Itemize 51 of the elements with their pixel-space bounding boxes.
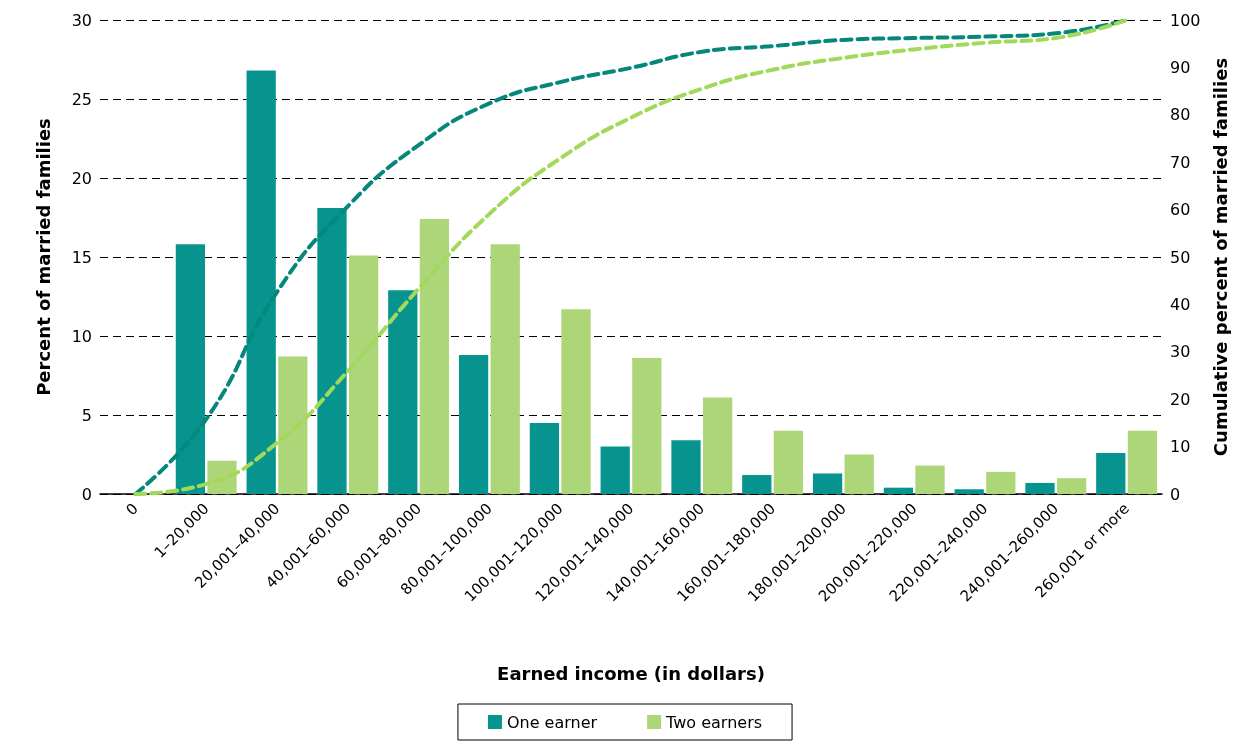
bar	[844, 454, 874, 494]
bar	[600, 446, 630, 494]
bar	[1127, 430, 1158, 494]
legend-label: Two earners	[665, 712, 763, 732]
bar	[1056, 478, 1087, 494]
y2-tick-label: 10	[1170, 437, 1191, 457]
bar	[317, 208, 347, 494]
y2-axis-title: Cumulative percent of married families	[1209, 57, 1231, 457]
y2-tick-label: 30	[1170, 342, 1191, 362]
y-tick-label: 5	[81, 405, 92, 425]
bar	[278, 356, 308, 494]
x-tick-label: 0	[122, 499, 142, 520]
bar	[671, 440, 701, 494]
y2-tick-label: 90	[1170, 57, 1191, 77]
y2-tick-label: 50	[1170, 247, 1191, 267]
y-tick-label: 0	[81, 484, 92, 504]
bar	[561, 309, 591, 494]
x-axis-title: Earned income (in dollars)	[497, 662, 765, 684]
bar	[388, 290, 418, 494]
bar	[812, 473, 843, 494]
bar	[883, 487, 914, 494]
legend-label: One earner	[506, 712, 598, 732]
bar	[915, 465, 945, 494]
y-tick-label: 10	[71, 326, 92, 346]
bar	[1096, 452, 1126, 494]
y2-tick-label: 70	[1170, 152, 1191, 172]
y2-tick-label: 60	[1170, 200, 1191, 220]
bar	[175, 244, 206, 494]
bar	[1025, 482, 1055, 494]
y-tick-label: 30	[71, 10, 92, 30]
bar	[702, 397, 733, 494]
y2-tick-label: 0	[1170, 484, 1181, 504]
bar	[986, 471, 1016, 494]
y-tick-label: 15	[71, 247, 92, 267]
y-tick-label: 20	[71, 168, 92, 188]
y2-tick-label: 40	[1170, 294, 1191, 314]
bar	[246, 70, 276, 494]
bar	[458, 354, 489, 494]
y2-tick-label: 80	[1170, 105, 1191, 125]
bar	[632, 358, 662, 494]
bar	[742, 475, 772, 494]
bar	[773, 430, 804, 494]
y-axis-title: Percent of married families	[32, 118, 54, 396]
bar	[348, 255, 379, 494]
bar	[954, 489, 984, 494]
y2-tick-label: 20	[1170, 389, 1191, 409]
bar	[419, 219, 450, 494]
bar	[529, 422, 560, 494]
bar	[490, 244, 520, 494]
y-tick-label: 25	[71, 89, 92, 109]
y2-tick-label: 100	[1170, 10, 1201, 30]
